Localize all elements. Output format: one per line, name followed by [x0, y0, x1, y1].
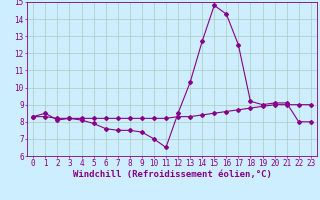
X-axis label: Windchill (Refroidissement éolien,°C): Windchill (Refroidissement éolien,°C): [73, 170, 271, 179]
